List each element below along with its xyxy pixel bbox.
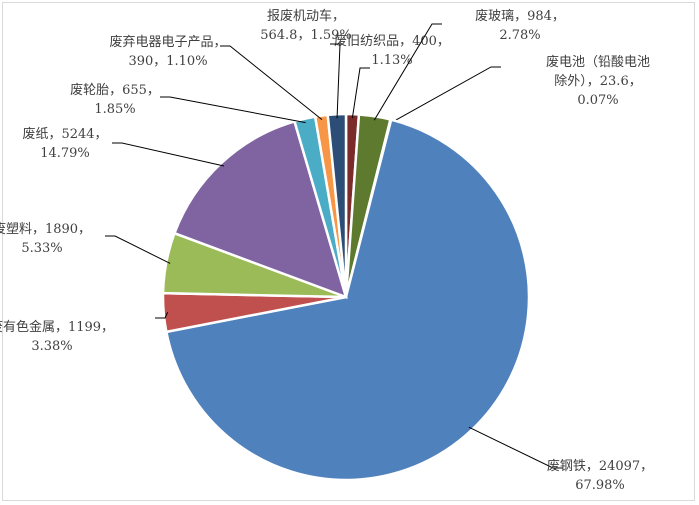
data-label: 废电池（铅酸电池除外），23.6， 0.07%	[546, 54, 650, 108]
leader-line	[330, 43, 341, 119]
data-label: 废有色金属，1199， 3.38%	[0, 319, 114, 354]
leader-line	[373, 23, 442, 121]
leader-line	[112, 142, 225, 167]
leader-line	[155, 312, 169, 319]
data-label: 废纸，5244， 14.79%	[22, 126, 107, 161]
pie-slice	[164, 118, 531, 482]
leader-line	[468, 426, 563, 469]
data-label: 废塑料，1890， 5.33%	[0, 221, 91, 256]
leader-line	[220, 45, 323, 121]
data-label: 报废机动车， 564.8，1.59%	[260, 8, 352, 43]
data-label: 废旧纺织品，400， 1.13%	[334, 33, 450, 68]
chart-border	[2, 2, 695, 501]
data-label: 废轮胎，655， 1.85%	[70, 82, 160, 117]
leader-line	[389, 66, 501, 124]
data-label: 废钢铁，24097， 67.98%	[547, 458, 653, 493]
data-label: 废玻璃，984， 2.78%	[475, 8, 565, 43]
data-label: 废弃电器电子产品， 390，1.10%	[109, 34, 226, 69]
leader-line	[105, 235, 171, 264]
leader-line	[351, 67, 370, 119]
pie-slice	[172, 119, 348, 300]
leader-line	[160, 96, 306, 124]
